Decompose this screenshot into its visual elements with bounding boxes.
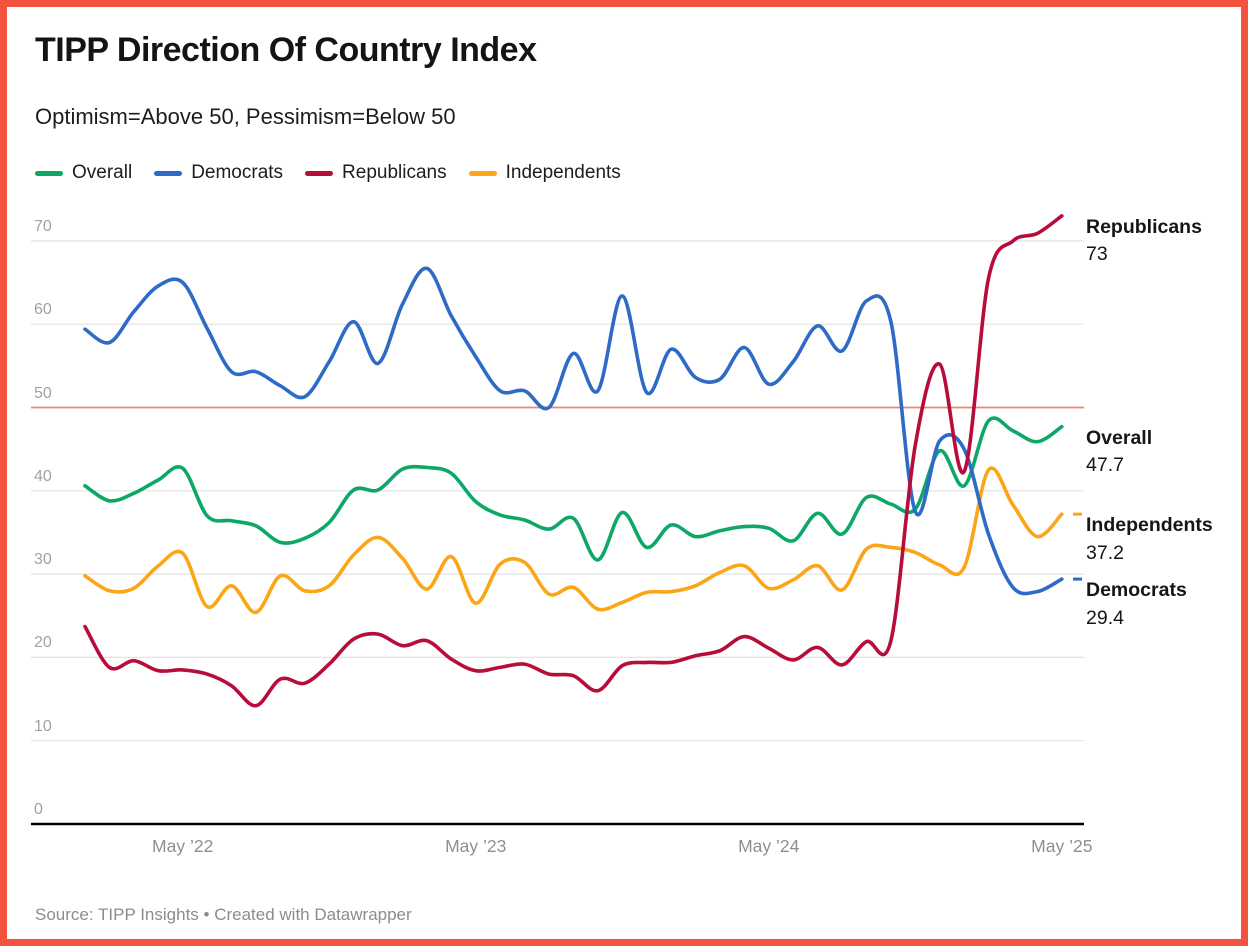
legend: Overall Democrats Republicans Independents <box>35 162 621 184</box>
y-tick-label-50: 50 <box>34 384 52 402</box>
end-label-independents: Independents 37.2 <box>1086 512 1213 567</box>
chart-title: TIPP Direction Of Country Index <box>35 31 537 69</box>
series-line-independents <box>83 466 1064 615</box>
independents-swatch-icon <box>468 170 497 176</box>
legend-item-overall: Overall <box>35 162 132 184</box>
x-tick-label-may-24: May ’24 <box>738 836 800 856</box>
end-label-name: Overall <box>1086 426 1153 449</box>
end-label-value: 37.2 <box>1086 541 1124 564</box>
line-chart-plot <box>31 214 1084 826</box>
series-line-republicans <box>83 214 1064 708</box>
legend-label: Overall <box>72 162 133 183</box>
end-label-name: Independents <box>1086 514 1213 537</box>
y-tick-label-10: 10 <box>34 717 52 735</box>
source-note: Source: TIPP Insights • Created with Dat… <box>35 905 412 924</box>
end-label-value: 29.4 <box>1086 606 1124 629</box>
legend-label: Democrats <box>191 162 284 183</box>
y-tick-label-60: 60 <box>34 301 52 319</box>
y-tick-label-0: 0 <box>34 801 43 818</box>
y-tick-label-70: 70 <box>34 217 52 235</box>
legend-label: Republicans <box>342 162 447 183</box>
end-label-democrats: Democrats 29.4 <box>1086 577 1187 632</box>
legend-item-republicans: Republicans <box>305 162 447 184</box>
end-label-name: Republicans <box>1086 215 1202 238</box>
democrats-swatch-icon <box>154 170 183 176</box>
chart-subtitle: Optimism=Above 50, Pessimism=Below 50 <box>35 104 456 129</box>
series-line-democrats <box>83 266 1064 596</box>
end-label-name: Democrats <box>1086 579 1187 602</box>
legend-label: Independents <box>505 162 621 183</box>
series-line-overall <box>83 416 1064 562</box>
republicans-swatch-icon <box>305 170 334 176</box>
end-label-value: 47.7 <box>1086 454 1124 477</box>
end-label-value: 73 <box>1086 243 1108 266</box>
x-tick-label-may-22: May ’22 <box>152 836 214 856</box>
y-tick-label-20: 20 <box>34 634 52 652</box>
overall-swatch-icon <box>35 170 63 176</box>
y-tick-label-40: 40 <box>34 467 52 485</box>
end-label-republicans: Republicans 73 <box>1086 214 1202 269</box>
legend-item-democrats: Democrats <box>154 162 283 184</box>
legend-item-independents: Independents <box>468 162 621 184</box>
x-tick-label-may-25: May ’25 <box>1031 836 1093 856</box>
x-tick-label-may-23: May ’23 <box>445 836 507 856</box>
y-tick-label-30: 30 <box>34 551 52 569</box>
end-label-overall: Overall 47.7 <box>1086 425 1152 480</box>
